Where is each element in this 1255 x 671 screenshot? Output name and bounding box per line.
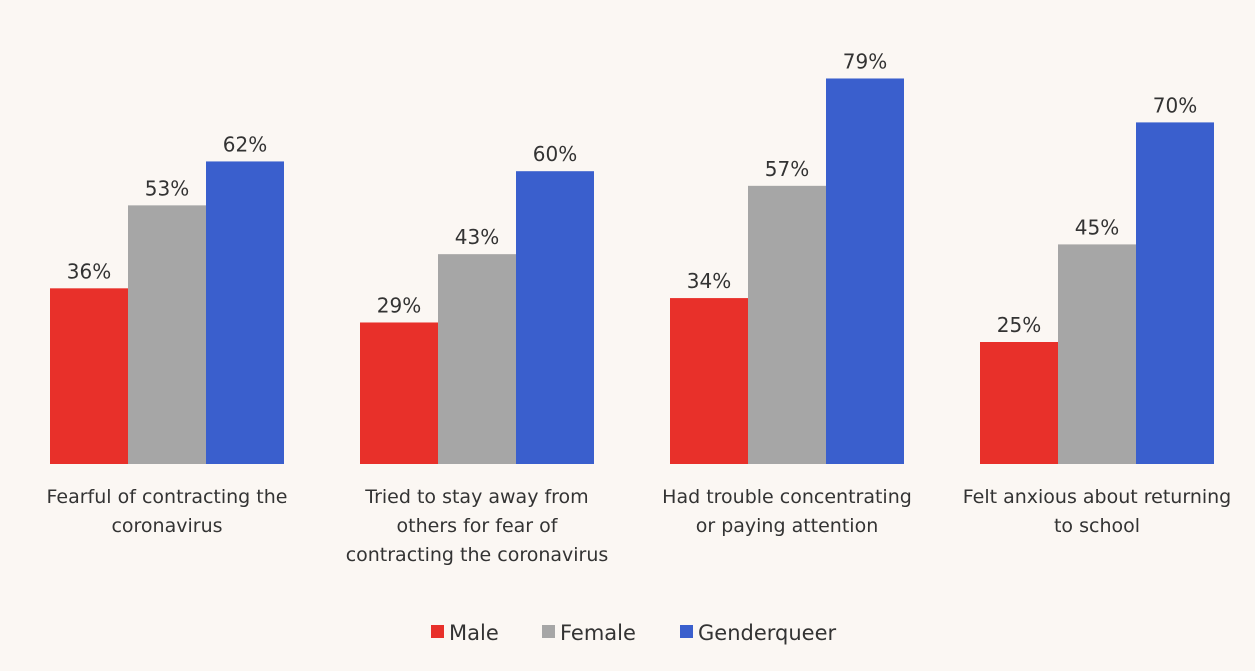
- category-label-3-line-1: Had trouble concentrating: [662, 486, 912, 508]
- legend-label-genderqueer: Genderqueer: [698, 621, 836, 645]
- category-labels-group: Fearful of contracting the coronavirus Tri…: [47, 486, 1232, 566]
- category-label-2-line-1: Tried to stay away from: [364, 486, 588, 508]
- bar-genderqueer-4: [1136, 122, 1214, 465]
- bar-male-1: [50, 288, 128, 464]
- value-label-genderqueer-4: 70%: [1153, 93, 1197, 117]
- legend-item-female: Female: [542, 621, 636, 645]
- value-label-genderqueer-2: 60%: [533, 142, 577, 166]
- category-label-1-line-1: Fearful of contracting the: [47, 486, 288, 508]
- category-label-3-line-2: or paying attention: [696, 515, 879, 537]
- value-label-male-2: 29%: [377, 293, 421, 317]
- category-label-4-line-2: to school: [1054, 515, 1140, 537]
- legend-item-genderqueer: Genderqueer: [680, 621, 836, 645]
- bar-female-1: [128, 205, 206, 465]
- legend-item-male: Male: [431, 621, 499, 645]
- legend-swatch-genderqueer: [680, 625, 693, 638]
- bar-genderqueer-2: [516, 171, 594, 464]
- value-label-genderqueer-1: 62%: [223, 132, 267, 156]
- bar-female-4: [1058, 244, 1136, 464]
- bar-genderqueer-3: [826, 78, 904, 464]
- value-label-female-1: 53%: [145, 176, 189, 200]
- value-label-male-1: 36%: [67, 259, 111, 283]
- bar-male-4: [980, 342, 1058, 464]
- category-label-4-line-1: Felt anxious about returning: [963, 486, 1232, 508]
- bar-female-2: [438, 254, 516, 464]
- legend-swatch-male: [431, 625, 444, 638]
- bar-genderqueer-1: [206, 161, 284, 464]
- legend-swatch-female: [542, 625, 555, 638]
- bar-male-2: [360, 322, 438, 464]
- value-label-female-3: 57%: [765, 157, 809, 181]
- value-label-male-3: 34%: [687, 269, 731, 293]
- category-label-2-line-3: contracting the coronavirus: [346, 544, 609, 566]
- bar-male-3: [670, 298, 748, 464]
- value-label-female-4: 45%: [1075, 215, 1119, 239]
- legend: Male Female Genderqueer: [431, 621, 836, 645]
- category-label-1-line-2: coronavirus: [111, 515, 222, 537]
- bars-group: [50, 78, 1214, 465]
- value-label-genderqueer-3: 79%: [843, 49, 887, 73]
- value-label-male-4: 25%: [997, 313, 1041, 337]
- legend-label-female: Female: [560, 621, 636, 645]
- value-labels-group: 36% 53% 62% 29% 43% 60% 34% 57% 79% 25% 45% 70%: [67, 49, 1197, 337]
- bar-female-3: [748, 185, 826, 464]
- legend-label-male: Male: [449, 621, 499, 645]
- category-label-2-line-2: others for fear of: [397, 515, 559, 537]
- value-label-female-2: 43%: [455, 225, 499, 249]
